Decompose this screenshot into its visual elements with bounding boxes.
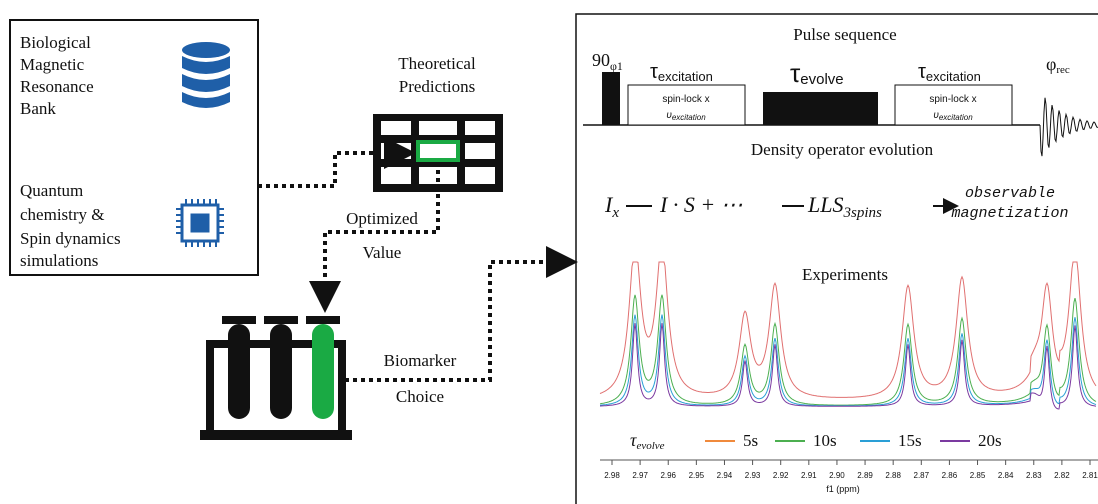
- text: Predictions: [399, 77, 476, 96]
- text: spin-lock x: [662, 94, 709, 105]
- text: excitation: [658, 69, 713, 84]
- text: Value: [363, 243, 402, 262]
- tick-label: 2.93: [745, 471, 761, 480]
- axis-label: f1 (ppm): [826, 484, 860, 494]
- tau-label: τexcitation: [650, 61, 713, 84]
- tau-label: τexcitation: [918, 61, 981, 84]
- text: I · S + ⋯: [659, 192, 743, 217]
- text: 15s: [898, 431, 922, 450]
- tick-label: 2.95: [689, 471, 705, 480]
- tick-label: 2.94: [717, 471, 733, 480]
- tick-label: 2.82: [1054, 471, 1070, 480]
- tick-label: 2.84: [998, 471, 1014, 480]
- pulse-label: 90φ1: [592, 50, 623, 73]
- text: 20s: [978, 431, 1002, 450]
- text: observable: [965, 185, 1055, 202]
- spectrum-trace: [599, 261, 1097, 398]
- text: Experiments: [802, 265, 888, 284]
- text: 3spins: [842, 205, 882, 221]
- svg-text:LLS3spins: LLS3spins: [807, 192, 882, 221]
- text: spin-lock x: [929, 94, 976, 105]
- text: φ1: [610, 59, 623, 73]
- tick-label: 2.98: [604, 471, 620, 480]
- tick-label: 2.90: [829, 471, 845, 480]
- text: Quantum: [20, 181, 83, 200]
- text: rec: [1056, 64, 1070, 76]
- text: chemistry &: [20, 205, 105, 224]
- spectrum-trace: [600, 323, 1097, 410]
- text: υexcitation: [666, 110, 706, 122]
- text: Optimized: [346, 209, 418, 228]
- tube-rack: [200, 316, 352, 440]
- text: simulations: [20, 251, 98, 270]
- text: evolve: [636, 440, 664, 452]
- text: Spin dynamics: [20, 229, 121, 248]
- tick-label: 2.85: [970, 471, 986, 480]
- text: magnetization: [951, 205, 1068, 222]
- tick-label: 2.88: [885, 471, 901, 480]
- text: excitation: [926, 69, 981, 84]
- text: excitation: [672, 113, 706, 122]
- text: Biomarker: [384, 351, 457, 370]
- connector: [345, 246, 578, 382]
- chip-icon: [176, 199, 224, 247]
- legend: τevolve 5s 10s 15s 20s: [630, 430, 1002, 452]
- database-icon: [182, 42, 230, 108]
- text: τ: [630, 430, 637, 450]
- text: 5s: [743, 431, 758, 450]
- svg-text:τevolve: τevolve: [630, 430, 665, 452]
- panel-border: [575, 13, 1098, 504]
- text: υexcitation: [933, 110, 973, 122]
- tick-label: 2.96: [660, 471, 676, 480]
- text: x: [611, 205, 619, 221]
- rec-label: φrec: [1046, 54, 1070, 76]
- tick-label: 2.91: [801, 471, 817, 480]
- database-label: Biological Magnetic Resonance Bank Quant…: [20, 33, 121, 270]
- text: Choice: [396, 387, 444, 406]
- tick-label: 2.89: [857, 471, 873, 480]
- text: Resonance: [20, 77, 94, 96]
- tick-label: 2.81: [1082, 471, 1098, 480]
- tau-label: τevolve: [790, 58, 844, 88]
- text: Pulse sequence: [793, 25, 896, 44]
- text: I: [604, 192, 614, 217]
- tick-label: 2.92: [773, 471, 789, 480]
- tick-label: 2.86: [942, 471, 958, 480]
- text: 90: [592, 50, 610, 70]
- text: υ: [933, 110, 939, 121]
- text: Theoretical: [398, 54, 476, 73]
- pulse-sequence: [583, 72, 1098, 157]
- spectrum: [599, 261, 1097, 410]
- connector: [309, 170, 440, 313]
- text: τ: [918, 61, 926, 83]
- connector: [258, 137, 416, 188]
- text: excitation: [939, 113, 973, 122]
- text: υ: [666, 110, 672, 121]
- text: LLS: [807, 192, 843, 217]
- text: Magnetic: [20, 55, 85, 74]
- text: evolve: [800, 71, 843, 88]
- text: Biological: [20, 33, 91, 52]
- equation: Ix I · S + ⋯ LLS3spins observable magnet…: [604, 185, 1069, 222]
- tick-label: 2.87: [914, 471, 930, 480]
- text: Bank: [20, 99, 56, 118]
- text: Density operator evolution: [751, 140, 934, 159]
- text: 10s: [813, 431, 837, 450]
- text: φ: [1046, 54, 1056, 74]
- source-box: [9, 19, 259, 276]
- svg-text:Ix: Ix: [604, 192, 619, 221]
- tick-label: 2.97: [632, 471, 648, 480]
- text: τ: [790, 58, 801, 88]
- tick-label: 2.83: [1026, 471, 1042, 480]
- text: τ: [650, 61, 658, 83]
- spectrum-trace: [599, 294, 1097, 406]
